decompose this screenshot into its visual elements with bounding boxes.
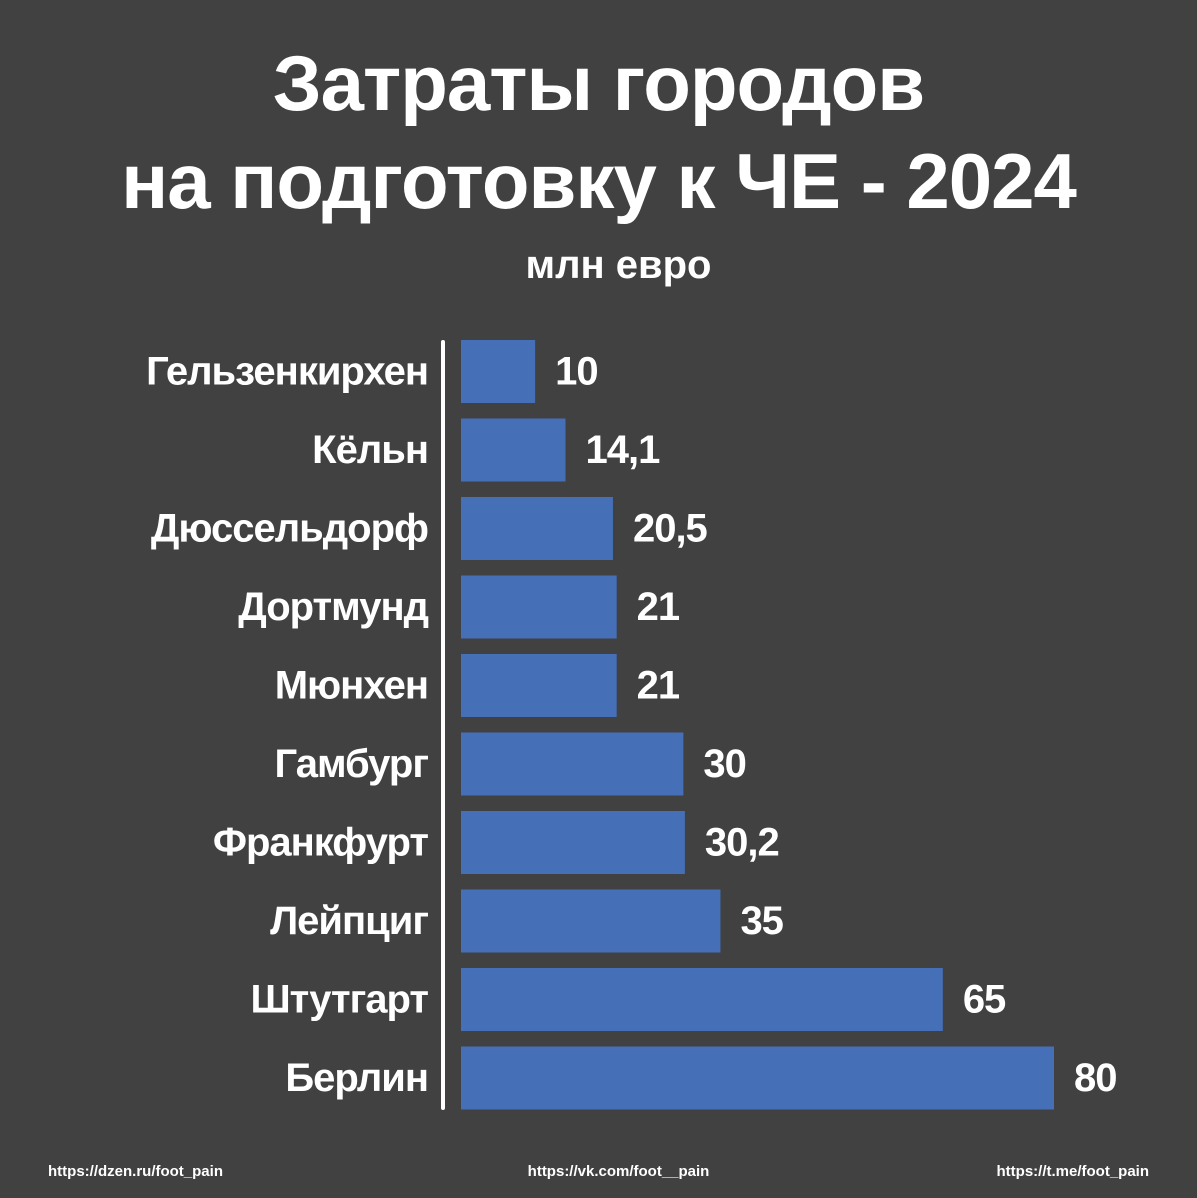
footer-link-dzen[interactable]: https://dzen.ru/foot_pain: [48, 1163, 223, 1180]
value-label: 80: [1074, 1056, 1117, 1100]
value-label: 20,5: [633, 507, 708, 551]
footer-link-vk[interactable]: https://vk.com/foot__pain: [527, 1163, 710, 1180]
footer-link-telegram[interactable]: https://t.me/foot_pain: [996, 1163, 1150, 1180]
category-label: Франкфурт: [213, 821, 429, 865]
bar: [461, 575, 617, 639]
bar: [461, 1046, 1054, 1110]
bar: [461, 418, 566, 482]
category-label: Штутгарт: [250, 978, 428, 1022]
value-label: 35: [740, 899, 783, 943]
value-label: 14,1: [586, 428, 661, 472]
category-label: Мюнхен: [275, 664, 428, 708]
value-label: 21: [637, 664, 680, 708]
bar: [461, 968, 943, 1031]
category-label: Кёльн: [312, 428, 428, 472]
chart-title-line-2: на подготовку к ЧЕ - 2024: [121, 137, 1077, 225]
value-label: 30,2: [705, 821, 779, 865]
bar: [461, 654, 617, 717]
bar: [461, 732, 684, 796]
category-label: Дюссельдорф: [151, 507, 428, 551]
bar: [461, 497, 613, 560]
bar: [461, 340, 536, 403]
category-label: Лейпциг: [270, 899, 428, 943]
value-label: 10: [555, 350, 598, 394]
chart-unit-label: млн евро: [525, 243, 712, 287]
category-label: Гамбург: [275, 742, 429, 786]
chart-title-line-1: Затраты городов: [272, 39, 925, 127]
bar: [461, 811, 685, 874]
category-label: Берлин: [285, 1056, 428, 1100]
value-label: 65: [963, 978, 1006, 1022]
category-label: Дортмунд: [238, 585, 428, 629]
category-label: Гельзенкирхен: [146, 350, 428, 394]
value-label: 21: [637, 585, 680, 629]
bar: [461, 889, 721, 953]
value-label: 30: [703, 742, 746, 786]
